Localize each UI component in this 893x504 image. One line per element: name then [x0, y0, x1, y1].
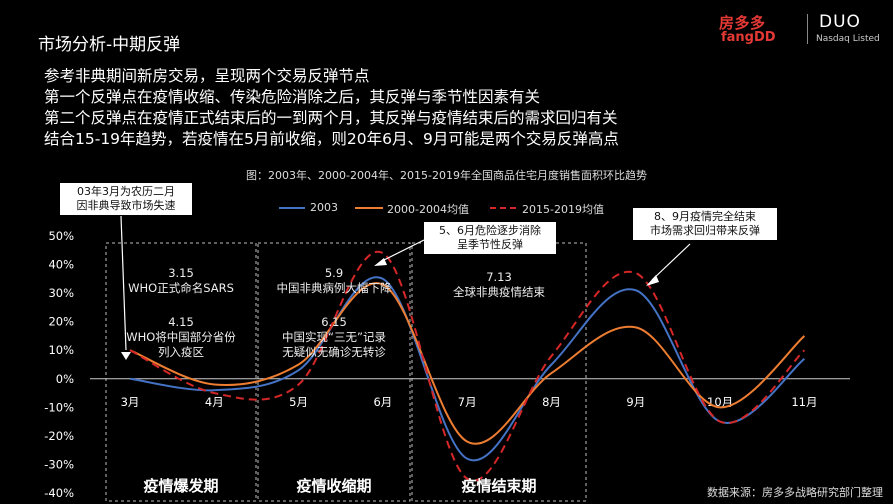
annotation-epidemic-end-line: 全球非典疫情结束: [453, 285, 545, 299]
phase-end: 疫情结束期: [461, 477, 537, 495]
x-tick-label: 3月: [121, 395, 140, 409]
y-tick-label: 10%: [48, 343, 74, 357]
callout-june-line: 5、6月危险逐步消除: [439, 224, 541, 237]
chart-title: 图：2003年、2000-2004年、2015-2019年全国商品住宅月度销售面…: [246, 169, 647, 182]
callout-march-line: 因非典导致市场失速: [76, 199, 176, 212]
x-tick-label: 7月: [458, 395, 477, 409]
phase-outbreak: 疫情爆发期: [143, 477, 219, 495]
callout-sept-arrowhead: [646, 275, 659, 286]
x-tick-label: 11月: [791, 395, 817, 409]
legend-label-2015-2019: 2015-2019均值: [522, 203, 604, 216]
annotation-case-drop-line: 5.9: [324, 266, 344, 280]
series-line-2: [129, 250, 806, 482]
callout-june: 5、6月危险逐步消除 呈季节性反弹: [424, 222, 556, 254]
annotation-sars-naming: 3.15 WHO正式命名SARS: [106, 266, 256, 296]
brand-right-sub: Nasdaq Listed: [816, 34, 880, 44]
annotation-case-drop: 5.9 中国非典病例大幅下降: [258, 266, 410, 296]
callout-sept-line: 8、9月疫情完全结束: [654, 210, 756, 223]
x-tick-label: 8月: [542, 395, 561, 409]
summary-line: 第一个反弹点在疫情收缩、传染危险消除之后，其反弹与季节性因素有关: [44, 88, 541, 106]
callout-march: 03年3月为农历二月 因非典导致市场失速: [60, 183, 192, 215]
callout-june-arrow: [379, 239, 425, 263]
annotation-three-none-line: 无疑似无确诊无转诊: [282, 345, 386, 359]
annotation-epidemic-zone: 4.15 WHO将中国部分省份 列入疫区: [106, 315, 256, 360]
summary-line: 第二个反弹点在疫情正式结束后的一到两个月，其反弹与疫情结束后的需求回归有关: [44, 109, 618, 127]
legend-label-2000-2004: 2000-2004均值: [387, 203, 469, 216]
y-tick-label: 0%: [56, 372, 74, 386]
callout-march-arrowhead: [121, 352, 131, 360]
y-tick-label: 40%: [48, 258, 74, 272]
brand-en: fangDD: [721, 30, 776, 45]
annotation-epidemic-zone-line: 4.15: [168, 315, 194, 329]
annotation-epidemic-zone-line: WHO将中国部分省份: [126, 330, 236, 344]
phase-frame: [105, 242, 257, 502]
phase-frame: [257, 242, 411, 502]
callout-march-arrow: [120, 215, 127, 351]
phase-contraction: 疫情收缩期: [296, 477, 372, 495]
y-tick-label: 30%: [48, 286, 74, 300]
annotation-epidemic-end: 7.13 全球非典疫情结束: [412, 270, 586, 300]
x-tick-label: 6月: [373, 395, 392, 409]
annotation-sars-naming-line: 3.15: [168, 266, 194, 280]
y-tick-label: -40%: [44, 486, 74, 500]
x-tick-label: 4月: [205, 395, 224, 409]
brand-logo: 房多多 fangDD DUO Nasdaq Listed: [719, 10, 881, 50]
x-tick-label: 5月: [289, 395, 308, 409]
summary-line: 参考非典期间新房交易，呈现两个交易反弹节点: [44, 67, 370, 85]
brand-right: DUO: [819, 12, 861, 32]
annotation-sars-naming-line: WHO正式命名SARS: [128, 281, 234, 295]
callout-sept: 8、9月疫情完全结束 市场需求回归带来反弹: [633, 208, 777, 240]
annotation-epidemic-zone-line: 列入疫区: [158, 345, 204, 359]
callout-sept-arrow: [651, 243, 691, 281]
y-tick-label: -30%: [44, 457, 74, 471]
data-source: 数据来源：房多多战略研究部门整理: [707, 486, 883, 499]
annotation-case-drop-line: 中国非典病例大幅下降: [276, 281, 392, 295]
x-tick-label: 9月: [626, 395, 645, 409]
callout-june-arrowhead: [374, 258, 387, 266]
summary-line: 结合15-19年趋势，若疫情在5月前收缩，则20年6月、9月可能是两个交易反弹高…: [44, 130, 619, 148]
page-title: 市场分析-中期反弹: [38, 35, 181, 55]
series-line-1: [129, 282, 806, 445]
summary-text: 参考非典期间新房交易，呈现两个交易反弹节点 第一个反弹点在疫情收缩、传染危险消除…: [44, 66, 619, 150]
annotation-three-none-line: 6.15: [321, 315, 347, 329]
brand-cn: 房多多: [719, 14, 766, 32]
y-tick-label: -10%: [44, 400, 74, 414]
annotation-three-none: 6.15 中国实现“三无”记录 无疑似无确诊无转诊: [258, 315, 410, 360]
annotation-three-none-line: 中国实现“三无”记录: [282, 330, 386, 344]
callout-june-line: 呈季节性反弹: [457, 238, 523, 251]
series-line-0: [129, 276, 806, 462]
callout-march-line: 03年3月为农历二月: [77, 185, 175, 198]
y-tick-label: 50%: [48, 229, 74, 243]
annotation-epidemic-end-line: 7.13: [486, 270, 512, 284]
legend-label-2003: 2003: [310, 201, 338, 214]
logo-divider: [807, 14, 808, 44]
callout-sept-line: 市场需求回归带来反弹: [650, 224, 760, 237]
y-tick-label: -20%: [44, 429, 74, 443]
y-tick-label: 20%: [48, 315, 74, 329]
